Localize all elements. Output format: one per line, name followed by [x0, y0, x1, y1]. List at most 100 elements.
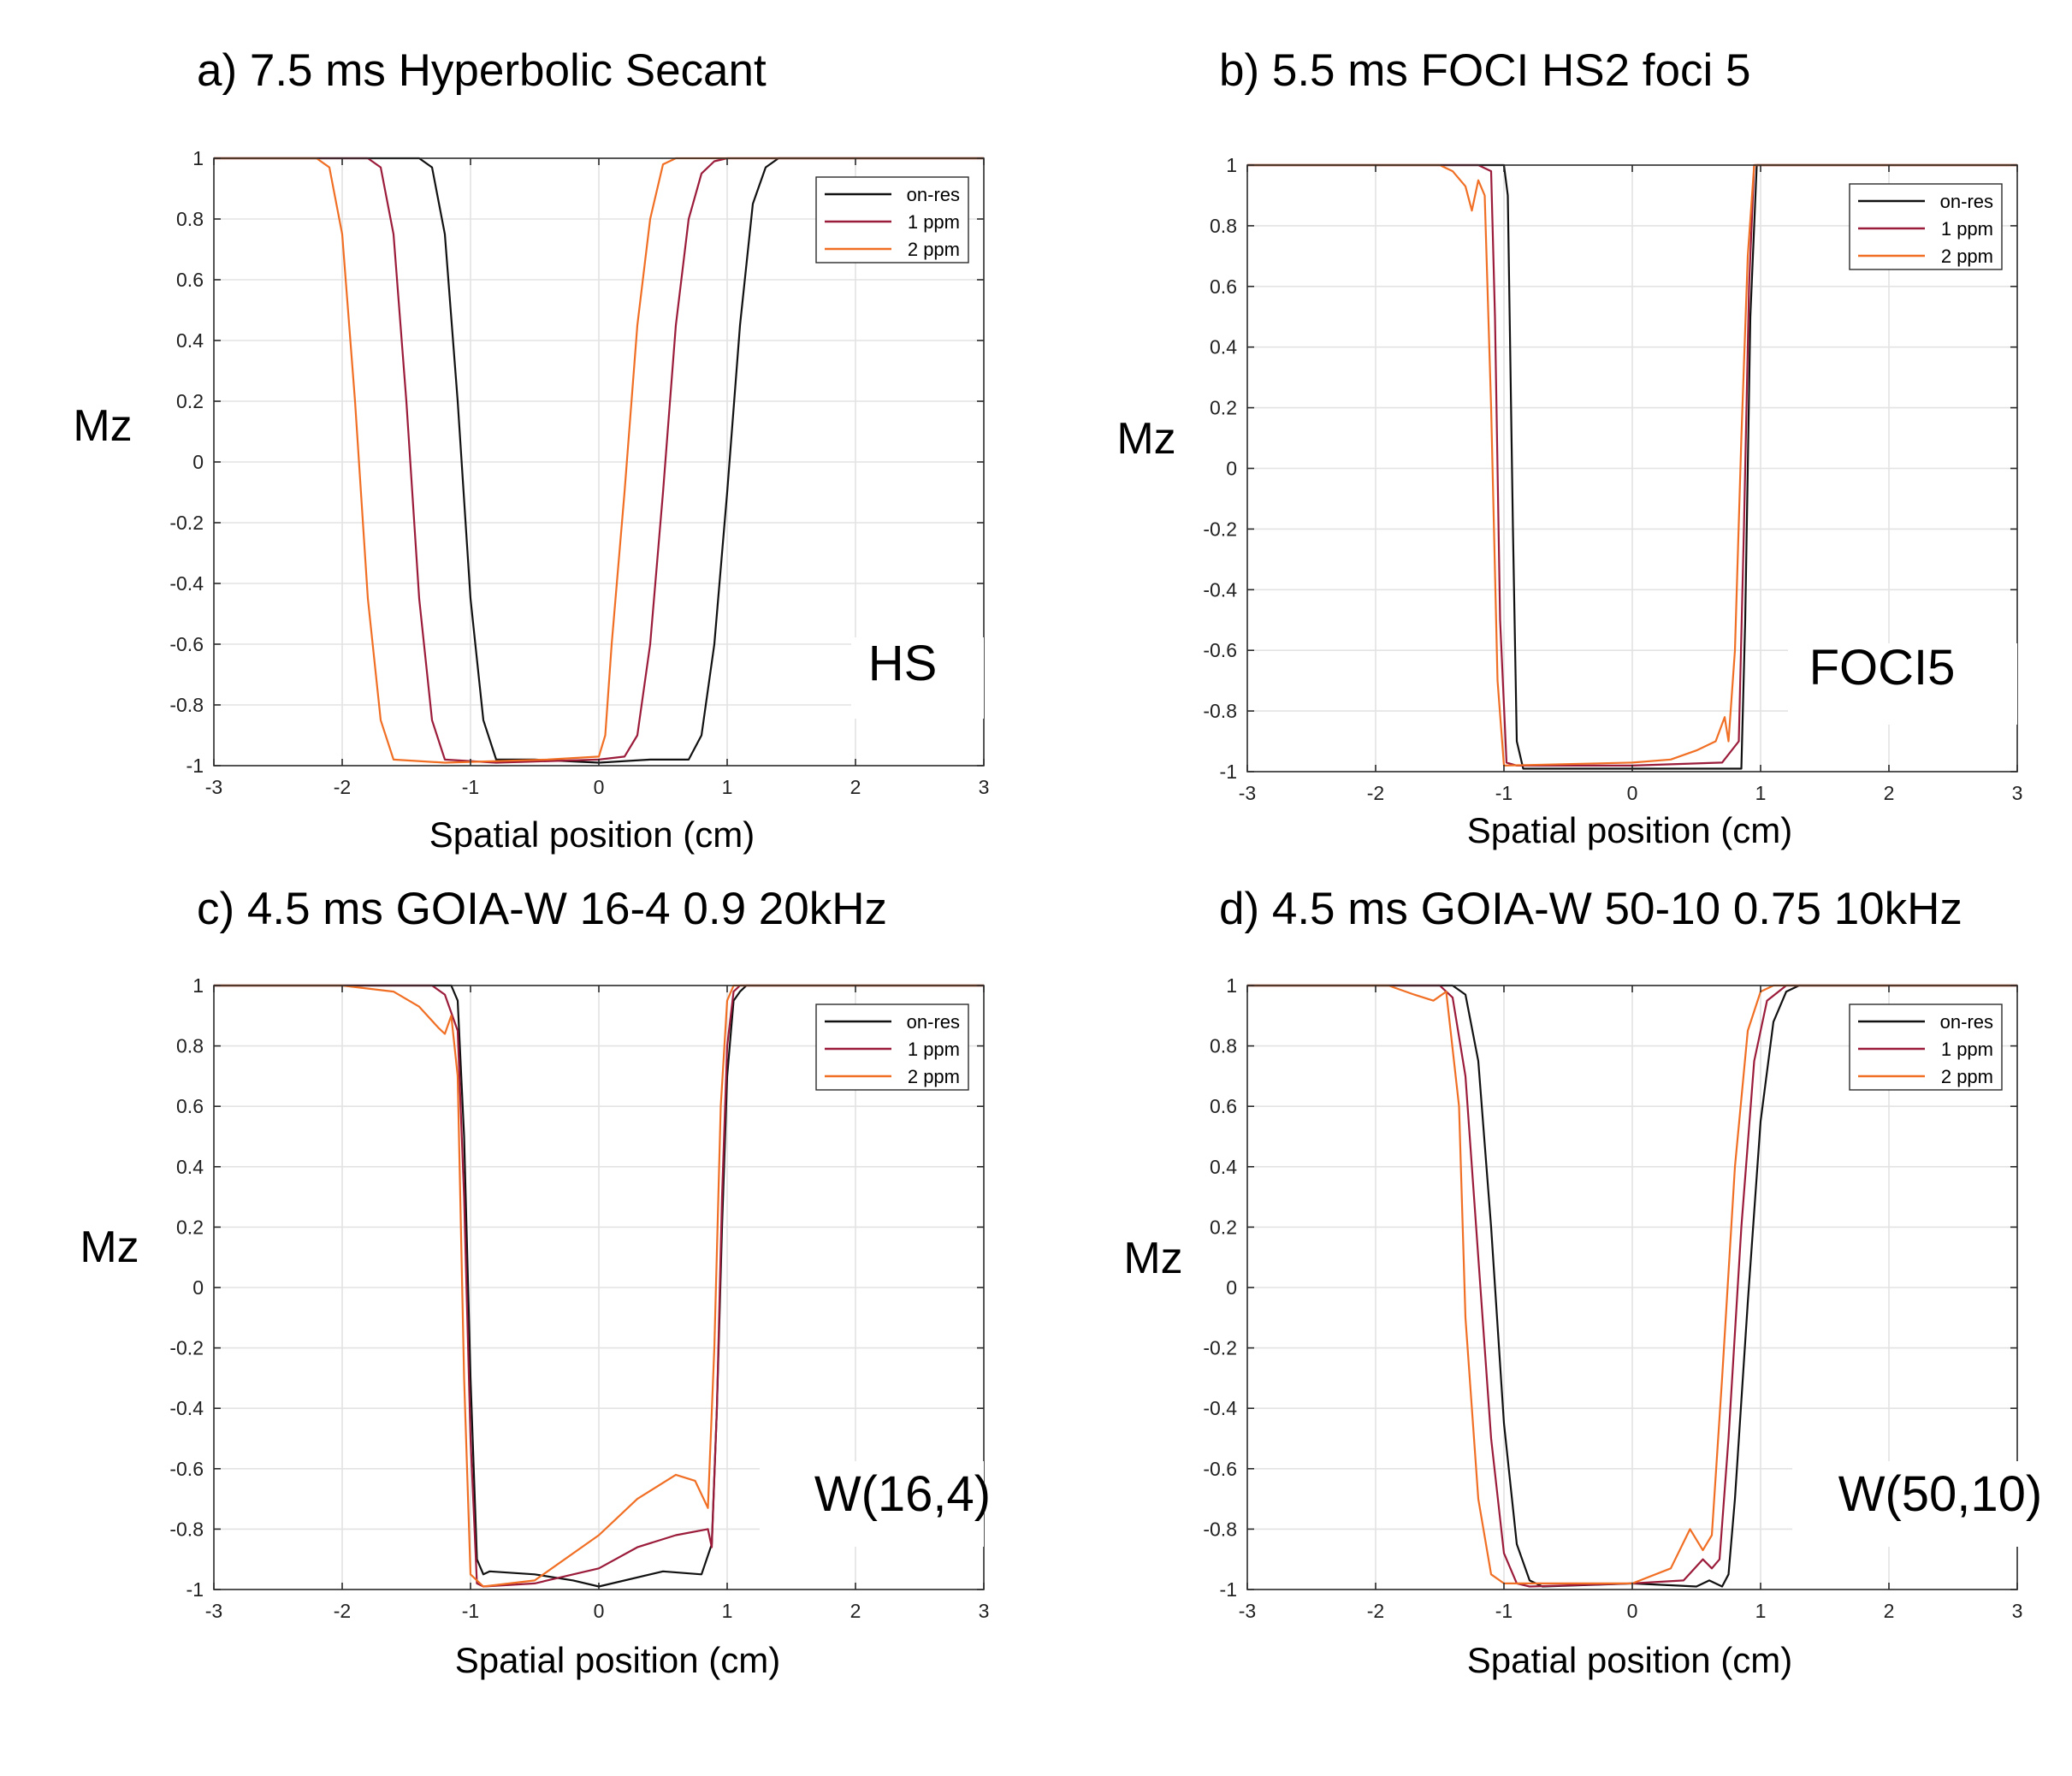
- y-tick-label: 0.8: [176, 208, 204, 230]
- x-axis-label: Spatial position (cm): [1467, 1640, 1792, 1680]
- grid: [214, 158, 984, 766]
- y-tick-label: 1: [192, 147, 204, 169]
- legend-entry: on-res: [907, 184, 960, 205]
- x-tick-label: 2: [850, 776, 861, 798]
- legend-entry: 2 ppm: [1941, 1066, 1993, 1087]
- y-tick-label: -0.2: [169, 1337, 204, 1359]
- x-tick-label: -1: [462, 1600, 479, 1622]
- series-line-2-ppm: [214, 984, 984, 1588]
- legend: on-res 1 ppm 2 ppm: [815, 1003, 969, 1091]
- x-tick-label: -3: [1239, 1600, 1256, 1622]
- annotation-backdrop: [1792, 1461, 2040, 1547]
- legend-entry: 2 ppm: [908, 239, 960, 260]
- y-tick-label: -0.8: [1203, 1518, 1237, 1540]
- legend: on-res 1 ppm 2 ppm: [1849, 1003, 2003, 1091]
- x-tick-label: 0: [1627, 782, 1638, 804]
- ticks: -3 -2 -1 0 1 2 3 1 0.8 0.6 0.4 0.2 0 -0.2 -0.4 -0.6 -0.8…: [1203, 974, 2022, 1622]
- panel-title: b) 5.5 ms FOCI HS2 foci 5: [1219, 45, 1750, 96]
- series-lines: [214, 157, 984, 764]
- x-tick-label: 2: [850, 1600, 861, 1622]
- y-tick-label: -0.4: [1203, 578, 1237, 601]
- y-tick-label: 0.2: [176, 390, 204, 412]
- y-axis-label: Mz: [1123, 1234, 1182, 1283]
- y-tick-label: 0: [1226, 1276, 1237, 1299]
- x-tick-label: 0: [1627, 1600, 1638, 1622]
- x-tick-label: 2: [1884, 782, 1895, 804]
- panel-title: d) 4.5 ms GOIA-W 50-10 0.75 10kHz: [1219, 884, 1962, 934]
- panel-a: -3 -2 -1 0 1 2 3 1 0.8 0.6 0.4 0.2 0 -0.2 -0.4 -0.6 -0.8…: [73, 45, 989, 855]
- x-tick-label: 1: [722, 776, 733, 798]
- y-tick-label: -0.8: [169, 1518, 204, 1540]
- y-axis-label: Mz: [73, 401, 132, 451]
- x-tick-label: -1: [1495, 782, 1513, 804]
- y-tick-label: 0: [192, 1276, 204, 1299]
- legend-entry: 1 ppm: [1941, 218, 1993, 240]
- x-axis-label: Spatial position (cm): [455, 1640, 780, 1680]
- y-tick-label: -0.6: [169, 1458, 204, 1480]
- x-tick-label: 3: [2012, 1600, 2023, 1622]
- legend-entry: on-res: [907, 1011, 960, 1033]
- grid: [1247, 165, 2017, 772]
- y-tick-label: 0.8: [176, 1035, 204, 1057]
- y-axis-label: Mz: [1116, 414, 1175, 464]
- series-line-1-ppm: [214, 157, 984, 764]
- y-tick-label: 0.4: [176, 329, 204, 352]
- y-tick-label: 0.8: [1210, 1035, 1237, 1057]
- x-tick-label: -1: [1495, 1600, 1513, 1622]
- y-tick-label: 0: [192, 451, 204, 473]
- y-tick-label: -0.2: [1203, 518, 1237, 540]
- x-tick-label: -3: [1239, 782, 1256, 804]
- annotation-backdrop: [760, 1461, 984, 1547]
- y-tick-label: -0.4: [1203, 1397, 1237, 1419]
- y-tick-label: 0.6: [1210, 275, 1237, 298]
- panel-b: -3 -2 -1 0 1 2 3 1 0.8 0.6 0.4 0.2 0 -0.2 -0.4 -0.6 -0.8…: [1116, 45, 2022, 850]
- legend-entry: on-res: [1940, 1011, 1993, 1033]
- x-tick-label: -2: [334, 1600, 351, 1622]
- series-line-1-ppm: [1247, 163, 2017, 767]
- series-line-2-ppm: [1247, 163, 2017, 767]
- y-tick-label: 0.6: [176, 1095, 204, 1117]
- y-tick-label: -0.8: [1203, 700, 1237, 722]
- legend: on-res 1 ppm 2 ppm: [1849, 183, 2003, 270]
- ticks: -3 -2 -1 0 1 2 3 1 0.8 0.6 0.4 0.2 0 -0.2 -0.4 -0.6 -0.8…: [1203, 154, 2022, 804]
- x-tick-label: -2: [1367, 782, 1384, 804]
- y-tick-label: 0.4: [1210, 1156, 1237, 1178]
- x-tick-label: 3: [2012, 782, 2023, 804]
- series-line-2-ppm: [1247, 984, 2017, 1585]
- panel-title: a) 7.5 ms Hyperbolic Secant: [197, 45, 767, 96]
- panel-annotation: W(16,4): [814, 1466, 991, 1522]
- ticks: -3 -2 -1 0 1 2 3 1 0.8 0.6 0.4 0.2 0 -0.2 -0.4 -0.6 -0.8…: [169, 974, 989, 1622]
- y-tick-label: 1: [192, 974, 204, 997]
- legend-entry: 1 ppm: [908, 1039, 960, 1060]
- legend-entry: on-res: [1940, 191, 1993, 212]
- y-tick-label: -0.2: [169, 512, 204, 534]
- y-tick-label: -1: [186, 1578, 204, 1601]
- x-tick-label: 0: [594, 1600, 605, 1622]
- x-axis-label: Spatial position (cm): [429, 814, 755, 855]
- x-tick-label: 2: [1884, 1600, 1895, 1622]
- legend-entry: 1 ppm: [908, 211, 960, 233]
- y-tick-label: 0.4: [1210, 336, 1237, 358]
- x-tick-label: 1: [1755, 1600, 1767, 1622]
- y-tick-label: 0.6: [176, 269, 204, 291]
- y-tick-label: -0.4: [169, 572, 204, 595]
- x-tick-label: 1: [1755, 782, 1767, 804]
- x-tick-label: -2: [1367, 1600, 1384, 1622]
- x-axis-label: Spatial position (cm): [1467, 810, 1792, 850]
- y-tick-label: -0.6: [1203, 1458, 1237, 1480]
- series-line-on-res: [214, 157, 984, 764]
- annotation-backdrop: [851, 637, 984, 719]
- y-tick-label: 0.2: [176, 1216, 204, 1238]
- ticks: -3 -2 -1 0 1 2 3 1 0.8 0.6 0.4 0.2 0 -0.2 -0.4 -0.6 -0.8…: [169, 147, 989, 798]
- y-tick-label: -0.2: [1203, 1337, 1237, 1359]
- x-tick-label: 3: [979, 776, 990, 798]
- y-tick-label: -0.8: [169, 694, 204, 716]
- annotation-backdrop: [1788, 643, 2017, 725]
- panel-annotation: W(50,10): [1838, 1466, 2043, 1522]
- legend-entry: 2 ppm: [1941, 246, 1993, 267]
- y-axis-label: Mz: [80, 1222, 139, 1272]
- x-tick-label: 3: [979, 1600, 990, 1622]
- series-lines: [1247, 984, 2017, 1588]
- y-tick-label: -0.6: [169, 633, 204, 655]
